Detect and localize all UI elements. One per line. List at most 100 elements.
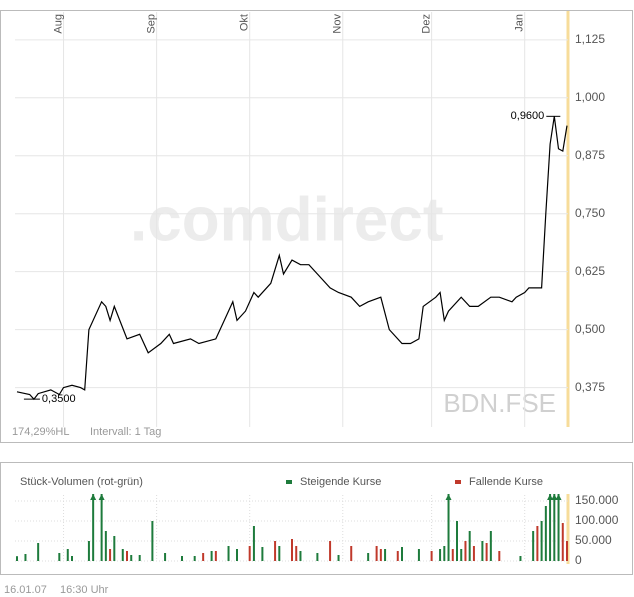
volume-bar <box>87 541 90 561</box>
volume-bar <box>16 556 18 561</box>
volume-bar <box>210 551 213 561</box>
annotation-label: 0,3500 <box>42 393 76 405</box>
symbol: BDN.FSE <box>443 388 556 418</box>
legend-label: Steigende Kurse <box>300 476 381 488</box>
y-tick-label: 0,875 <box>575 148 605 162</box>
volume-bar <box>37 543 40 561</box>
volume-bar <box>109 549 112 561</box>
volume-bar <box>443 546 446 561</box>
volume-bar <box>468 531 471 561</box>
volume-bar <box>557 494 560 561</box>
volume-bar <box>202 553 205 561</box>
volume-bar <box>58 553 61 561</box>
overflow-arrow <box>98 494 105 500</box>
footer-date: 16.01.07 <box>4 584 47 596</box>
volume-bar <box>464 541 467 561</box>
volume-bar <box>553 494 556 561</box>
volume-bar <box>227 546 230 561</box>
volume-bar <box>299 551 302 561</box>
interval: Intervall: 1 Tag <box>90 426 161 438</box>
volume-bar <box>151 521 154 561</box>
volume-bar <box>316 553 319 561</box>
volume-bar <box>252 526 255 561</box>
volume-bar <box>295 546 298 561</box>
volume-bar <box>367 553 370 561</box>
overflow-arrow <box>551 494 558 500</box>
volume-bar <box>417 549 420 561</box>
y-tick-label: 0,750 <box>575 206 605 220</box>
volume-bar <box>181 556 183 561</box>
y-tick-label: 50.000 <box>575 533 612 547</box>
legend-label: Fallende Kurse <box>469 476 543 488</box>
x-tick-label: Dez <box>421 14 433 34</box>
volume-bar <box>104 531 107 561</box>
volume-bar <box>375 546 378 561</box>
volume-bar <box>549 494 552 561</box>
volume-bar <box>92 494 95 561</box>
overflow-arrow <box>555 494 562 500</box>
volume-bar <box>544 506 547 561</box>
legend-swatch <box>455 480 461 484</box>
x-tick-label: Aug <box>52 14 64 34</box>
volume-bar <box>532 531 535 561</box>
volume-bar <box>71 556 73 561</box>
volume-bar <box>164 553 167 561</box>
volume-bars <box>16 494 568 561</box>
y-tick-label: 0,500 <box>575 322 605 336</box>
volume-bar <box>561 523 564 561</box>
volume-bar <box>439 549 442 561</box>
volume-bar <box>261 547 264 561</box>
volume-bar <box>460 549 463 561</box>
volume-bar <box>430 551 433 561</box>
y-tick-label: 1,125 <box>575 32 605 46</box>
volume-bar <box>113 536 116 561</box>
price-panel <box>0 10 633 443</box>
volume-bar <box>498 551 501 561</box>
overflow-arrow <box>445 494 452 500</box>
volume-bar <box>451 549 454 561</box>
volume-bar <box>236 549 238 561</box>
volume-bar <box>566 541 568 561</box>
x-tick-label: Jan <box>514 14 526 32</box>
y-tick-label: 150.000 <box>575 493 619 507</box>
volume-bar <box>278 546 281 561</box>
volume-bar <box>481 541 484 561</box>
volume-bar <box>472 546 475 561</box>
volume-bar <box>100 494 103 561</box>
annotation-label: 0,9600 <box>511 110 545 122</box>
volume-bar <box>447 494 450 561</box>
overflow-arrow <box>547 494 554 500</box>
legend-swatch <box>286 480 292 484</box>
volume-bar <box>540 521 543 561</box>
volume-bar <box>24 554 27 561</box>
volume-bar <box>193 556 196 561</box>
volume-bar <box>379 549 382 561</box>
volume-title: Stück-Volumen (rot-grün) <box>20 476 143 488</box>
y-tick-label: 0,375 <box>575 380 605 394</box>
x-tick-label: Okt <box>239 14 251 31</box>
volume-bar <box>456 521 458 561</box>
price-line <box>16 116 568 401</box>
volume-bar <box>138 555 141 561</box>
footer-time: 16:30 Uhr <box>60 584 109 596</box>
volume-bar <box>121 549 124 561</box>
watermark: .comdirect <box>130 185 444 254</box>
volume-bar <box>126 551 128 561</box>
x-tick-label: Nov <box>332 14 344 34</box>
volume-bar <box>274 541 277 561</box>
y-tick-label: 100.000 <box>575 513 619 527</box>
y-tick-label: 1,000 <box>575 90 605 104</box>
volume-bar <box>489 531 492 561</box>
volume-bar <box>130 555 133 561</box>
overflow-arrow <box>90 494 97 500</box>
volume-bar <box>401 547 403 561</box>
volume-bar <box>291 539 293 561</box>
volume-bar <box>214 551 217 561</box>
volume-bar <box>350 546 353 561</box>
volume-bar <box>384 549 387 561</box>
volume-bar <box>536 526 539 561</box>
volume-bar <box>337 555 340 561</box>
volume-bar <box>485 543 488 561</box>
volume-bar <box>329 541 332 561</box>
y-tick-label: 0,625 <box>575 264 605 278</box>
